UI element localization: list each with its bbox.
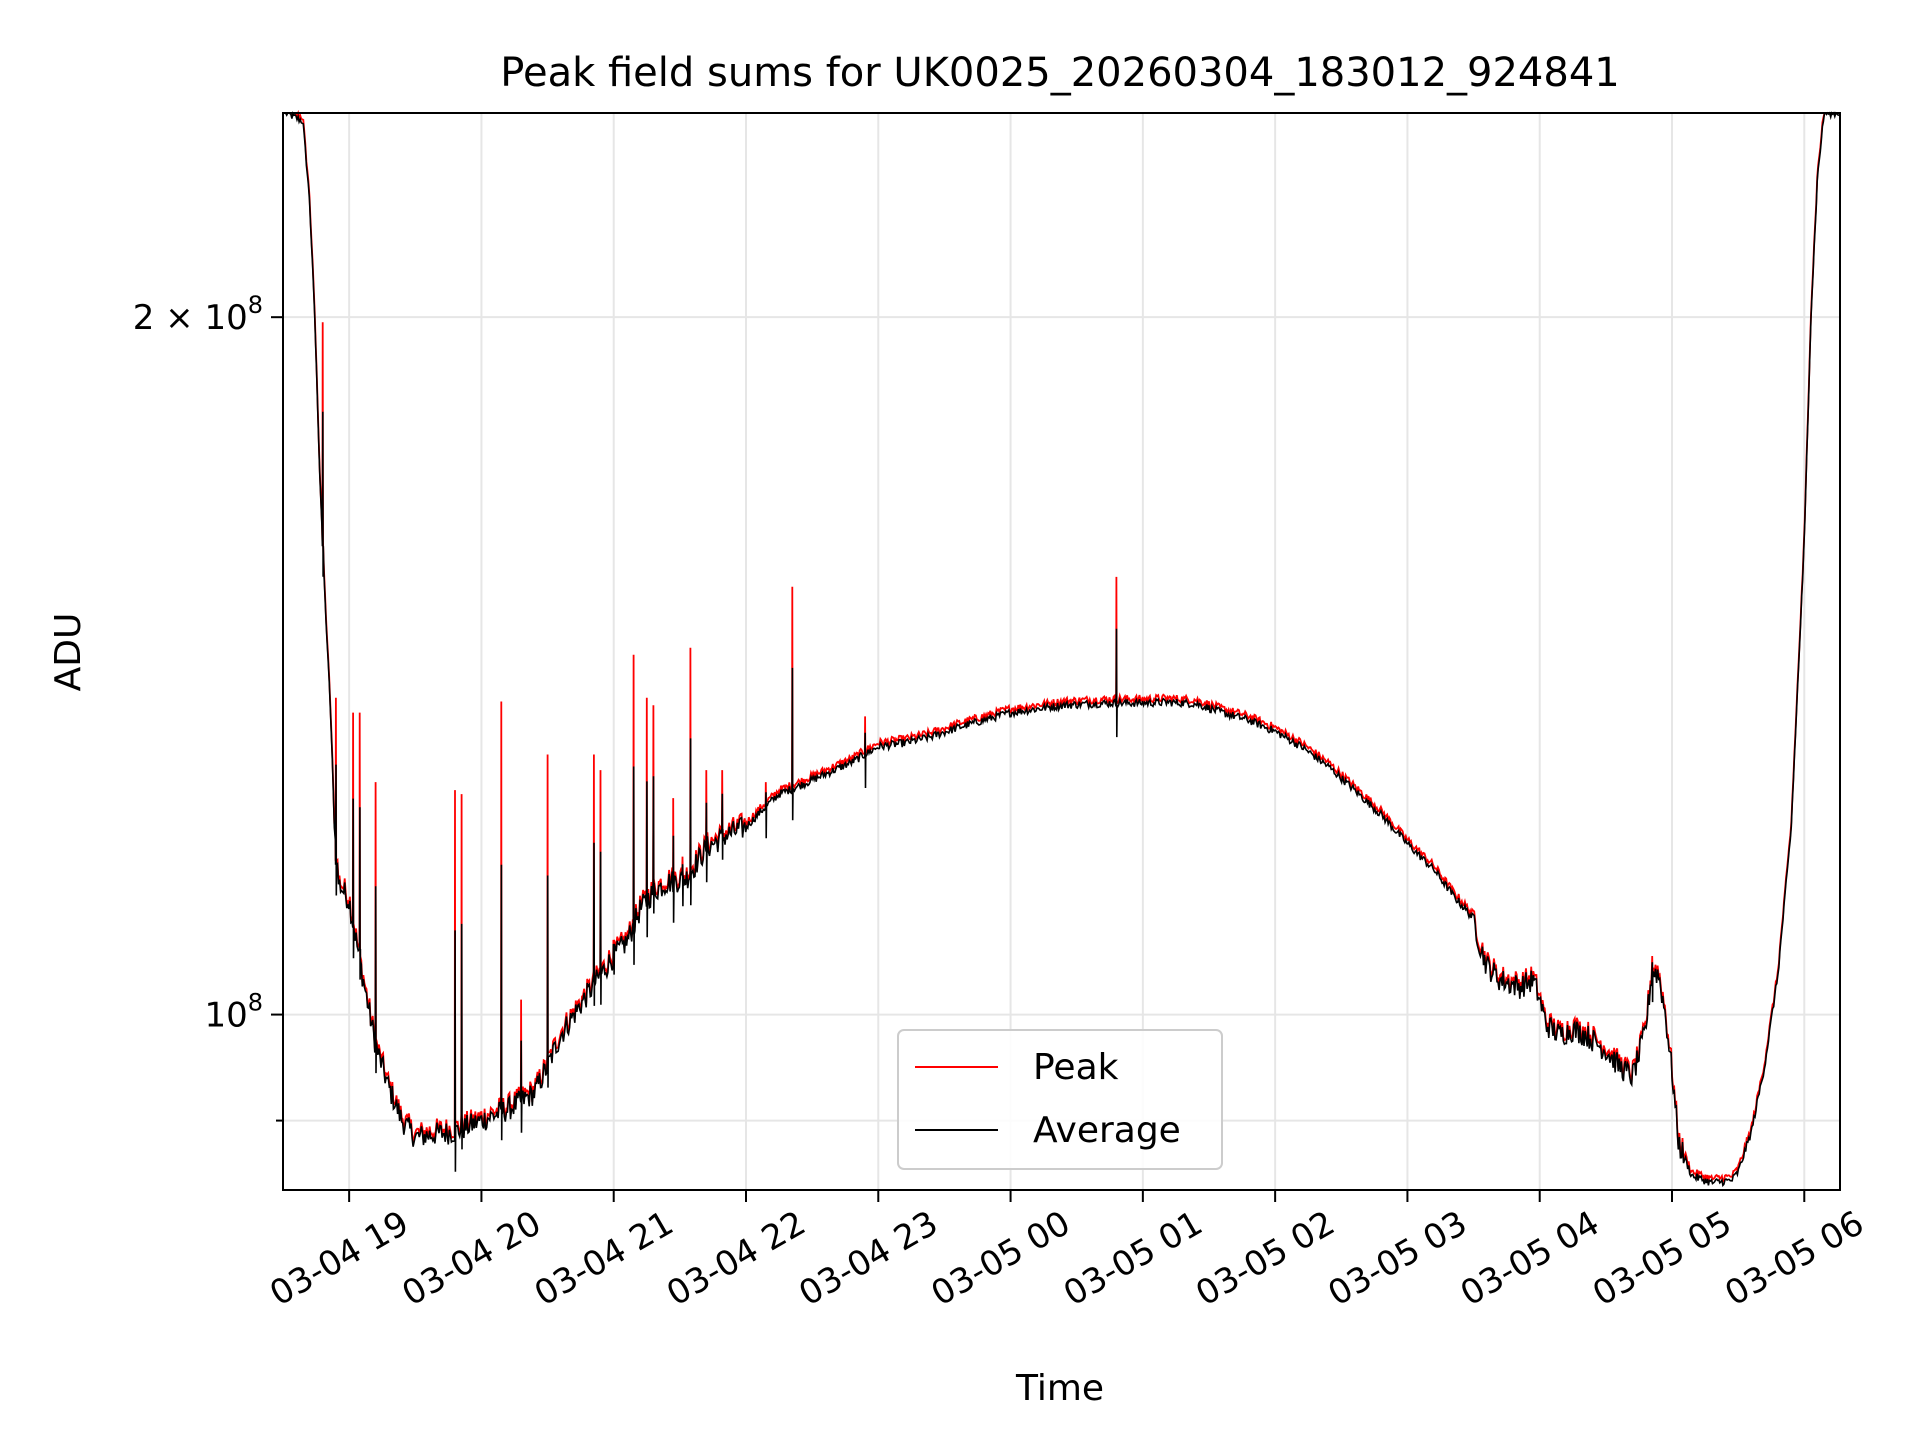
legend-average-label: Average	[1033, 1110, 1181, 1151]
legend: Peak Average	[897, 1029, 1223, 1170]
y-tick-label: 108	[204, 989, 263, 1036]
y-tick-exponent: 8	[248, 291, 263, 319]
series-average-line	[284, 111, 1841, 1188]
legend-box	[897, 1029, 1223, 1170]
y-tick-base: 10	[204, 996, 247, 1036]
grid	[283, 113, 1840, 1190]
legend-peak-label: Peak	[1033, 1047, 1119, 1088]
series-layer	[284, 109, 1841, 1188]
plot-area-frame	[282, 112, 1841, 1191]
y-tick-base: 2 × 10	[133, 298, 248, 338]
y-tick-exponent: 8	[248, 989, 263, 1017]
y-axis-label: ADU	[48, 613, 89, 692]
x-axis-label: Time	[1015, 1368, 1104, 1409]
chart-title: Peak field sums for UK0025_20260304_1830…	[500, 50, 1619, 96]
y-tick-label: 2 × 108	[133, 291, 263, 338]
